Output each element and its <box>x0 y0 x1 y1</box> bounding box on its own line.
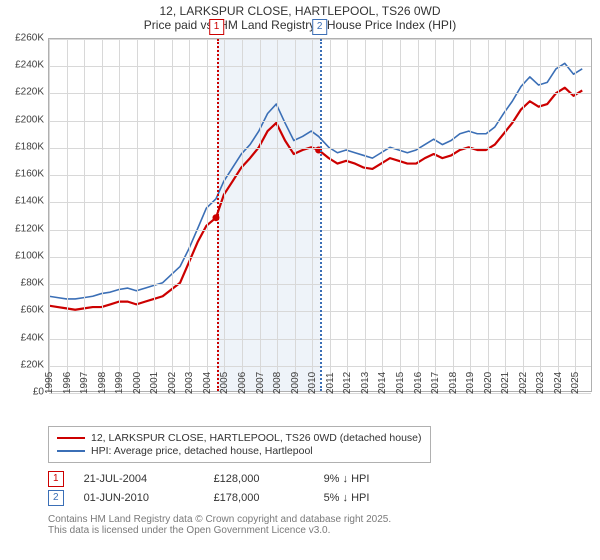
gridline-v <box>488 39 489 391</box>
sale-vline <box>320 39 322 391</box>
y-tick-label: £80K <box>8 278 48 289</box>
footer-line-1: Contains HM Land Registry data © Crown c… <box>48 514 592 525</box>
title-line-1: 12, LARKSPUR CLOSE, HARTLEPOOL, TS26 0WD <box>0 4 600 18</box>
y-tick-label: £220K <box>8 87 48 98</box>
sale-badge: 1 <box>209 19 225 35</box>
title-line-2: Price paid vs. HM Land Registry's House … <box>0 18 600 32</box>
gridline-v <box>400 39 401 391</box>
gridline-v <box>84 39 85 391</box>
gridline-v <box>558 39 559 391</box>
gridline-v <box>102 39 103 391</box>
sale-delta: 5% ↓ HPI <box>324 492 370 504</box>
gridline-v <box>347 39 348 391</box>
footer: Contains HM Land Registry data © Crown c… <box>48 514 592 536</box>
legend-label: 12, LARKSPUR CLOSE, HARTLEPOOL, TS26 0WD… <box>91 432 422 444</box>
gridline-v <box>312 39 313 391</box>
gridline-v <box>119 39 120 391</box>
y-tick-label: £60K <box>8 305 48 316</box>
y-tick-label: £120K <box>8 223 48 234</box>
legend-row: 12, LARKSPUR CLOSE, HARTLEPOOL, TS26 0WD… <box>57 432 422 444</box>
gridline-v <box>418 39 419 391</box>
sale-badge: 2 <box>312 19 328 35</box>
legend-label: HPI: Average price, detached house, Hart… <box>91 445 313 457</box>
gridline-v <box>540 39 541 391</box>
y-tick-label: £140K <box>8 196 48 207</box>
sale-row: 2 01-JUN-2010 £178,000 5% ↓ HPI <box>48 490 592 506</box>
y-axis: £0£20K£40K£60K£80K£100K£120K£140K£160K£1… <box>8 38 48 392</box>
y-tick-label: £200K <box>8 114 48 125</box>
gridline-v <box>67 39 68 391</box>
plot-area: 12 <box>48 38 592 392</box>
gridline-v <box>242 39 243 391</box>
y-tick-label: £20K <box>8 359 48 370</box>
sale-row: 1 21-JUL-2004 £128,000 9% ↓ HPI <box>48 471 592 487</box>
footer-line-2: This data is licensed under the Open Gov… <box>48 525 592 536</box>
gridline-v <box>523 39 524 391</box>
gridline-v <box>49 39 50 391</box>
gridline-v <box>435 39 436 391</box>
gridline-v <box>505 39 506 391</box>
sale-price: £178,000 <box>214 492 304 504</box>
gridline-v <box>470 39 471 391</box>
legend-swatch <box>57 437 85 439</box>
gridline-v <box>137 39 138 391</box>
y-tick-label: £40K <box>8 332 48 343</box>
legend: 12, LARKSPUR CLOSE, HARTLEPOOL, TS26 0WD… <box>48 426 431 463</box>
gridline-v <box>224 39 225 391</box>
sale-delta: 9% ↓ HPI <box>324 473 370 485</box>
gridline-v <box>277 39 278 391</box>
gridline-v <box>260 39 261 391</box>
sale-index-badge: 2 <box>48 490 64 506</box>
gridline-v <box>172 39 173 391</box>
sale-date: 21-JUL-2004 <box>84 473 194 485</box>
gridline-v <box>154 39 155 391</box>
y-tick-label: £100K <box>8 250 48 261</box>
x-tick-label: 2025 <box>570 372 594 394</box>
y-tick-label: £0 <box>8 387 48 398</box>
gridline-v <box>330 39 331 391</box>
gridline-v <box>575 39 576 391</box>
gridline-v <box>382 39 383 391</box>
y-tick-label: £240K <box>8 60 48 71</box>
y-tick-label: £180K <box>8 141 48 152</box>
sale-vline <box>217 39 219 391</box>
sales-table: 1 21-JUL-2004 £128,000 9% ↓ HPI 2 01-JUN-2010… <box>48 471 592 506</box>
series-hpi <box>49 63 582 299</box>
gridline-v <box>365 39 366 391</box>
sale-date: 01-JUN-2010 <box>84 492 194 504</box>
gridline-v <box>295 39 296 391</box>
gridline-v <box>189 39 190 391</box>
y-tick-label: £260K <box>8 33 48 44</box>
sale-index-badge: 1 <box>48 471 64 487</box>
x-axis: 1995199619971998199920002001200220032004… <box>48 392 592 418</box>
chart-titles: 12, LARKSPUR CLOSE, HARTLEPOOL, TS26 0WD… <box>0 0 600 32</box>
legend-row: HPI: Average price, detached house, Hart… <box>57 445 422 457</box>
y-tick-label: £160K <box>8 169 48 180</box>
gridline-v <box>453 39 454 391</box>
chart-area: £0 £20K £40K £60K £80K £100K £120K £140K £160K £1… <box>8 38 592 418</box>
legend-swatch <box>57 450 85 452</box>
gridline-v <box>207 39 208 391</box>
sale-price: £128,000 <box>214 473 304 485</box>
